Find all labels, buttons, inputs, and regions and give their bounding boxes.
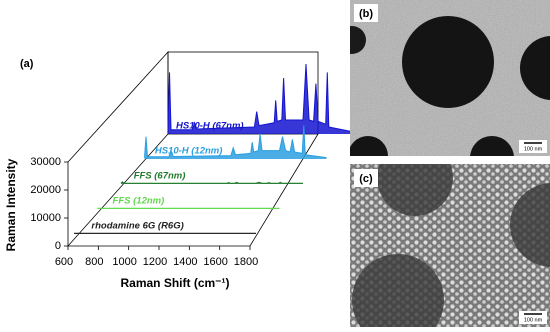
panel-label: (a): [20, 58, 34, 70]
label-box: [354, 169, 378, 187]
legend-label: FFS (12nm): [113, 196, 165, 207]
y-tick-label: 30000: [30, 156, 61, 168]
spectrum: [167, 63, 351, 132]
x-tick-label: 1000: [112, 256, 136, 268]
spectrum: [120, 181, 303, 184]
label-box: [354, 4, 378, 22]
x-tick-label: 1400: [173, 256, 197, 268]
y-tick-label: 20000: [30, 184, 61, 196]
legend-label: HS10-H (12nm): [155, 146, 223, 157]
plot: 0 10000 20000 30000 600 800 1000 1200 1400 1600 18…: [30, 63, 351, 268]
x-tick-label: 800: [85, 256, 103, 268]
y-axis-title: Raman Intensity: [4, 158, 18, 251]
scale-bar-label: 100 nm: [524, 317, 543, 323]
spectrum-fill: [168, 64, 350, 134]
x-tick-label: 1600: [203, 256, 227, 268]
spectrum-fill: [144, 125, 327, 159]
x-tick-label: 1800: [234, 256, 258, 268]
legend-label: HS10-H (67nm): [176, 121, 244, 132]
left-wall: [67, 50, 169, 248]
spectrum: [144, 125, 327, 159]
y-tick-label: 0: [55, 240, 61, 252]
panel-label: (c): [359, 173, 373, 185]
scale-bar-label: 100 nm: [524, 146, 543, 152]
x-axis-title: Raman Shift (cm⁻¹): [120, 276, 229, 290]
x-tick-label: 600: [55, 256, 73, 268]
y-tick-label: 10000: [30, 212, 61, 224]
legend-label: FFS (67nm): [134, 171, 186, 182]
legend-label: rhodamine 6G (R6G): [91, 221, 183, 232]
sem-image-c: [350, 164, 550, 327]
panel-label: (b): [359, 8, 373, 20]
sem-image-b: [350, 0, 550, 156]
x-tick-label: 1200: [143, 256, 167, 268]
